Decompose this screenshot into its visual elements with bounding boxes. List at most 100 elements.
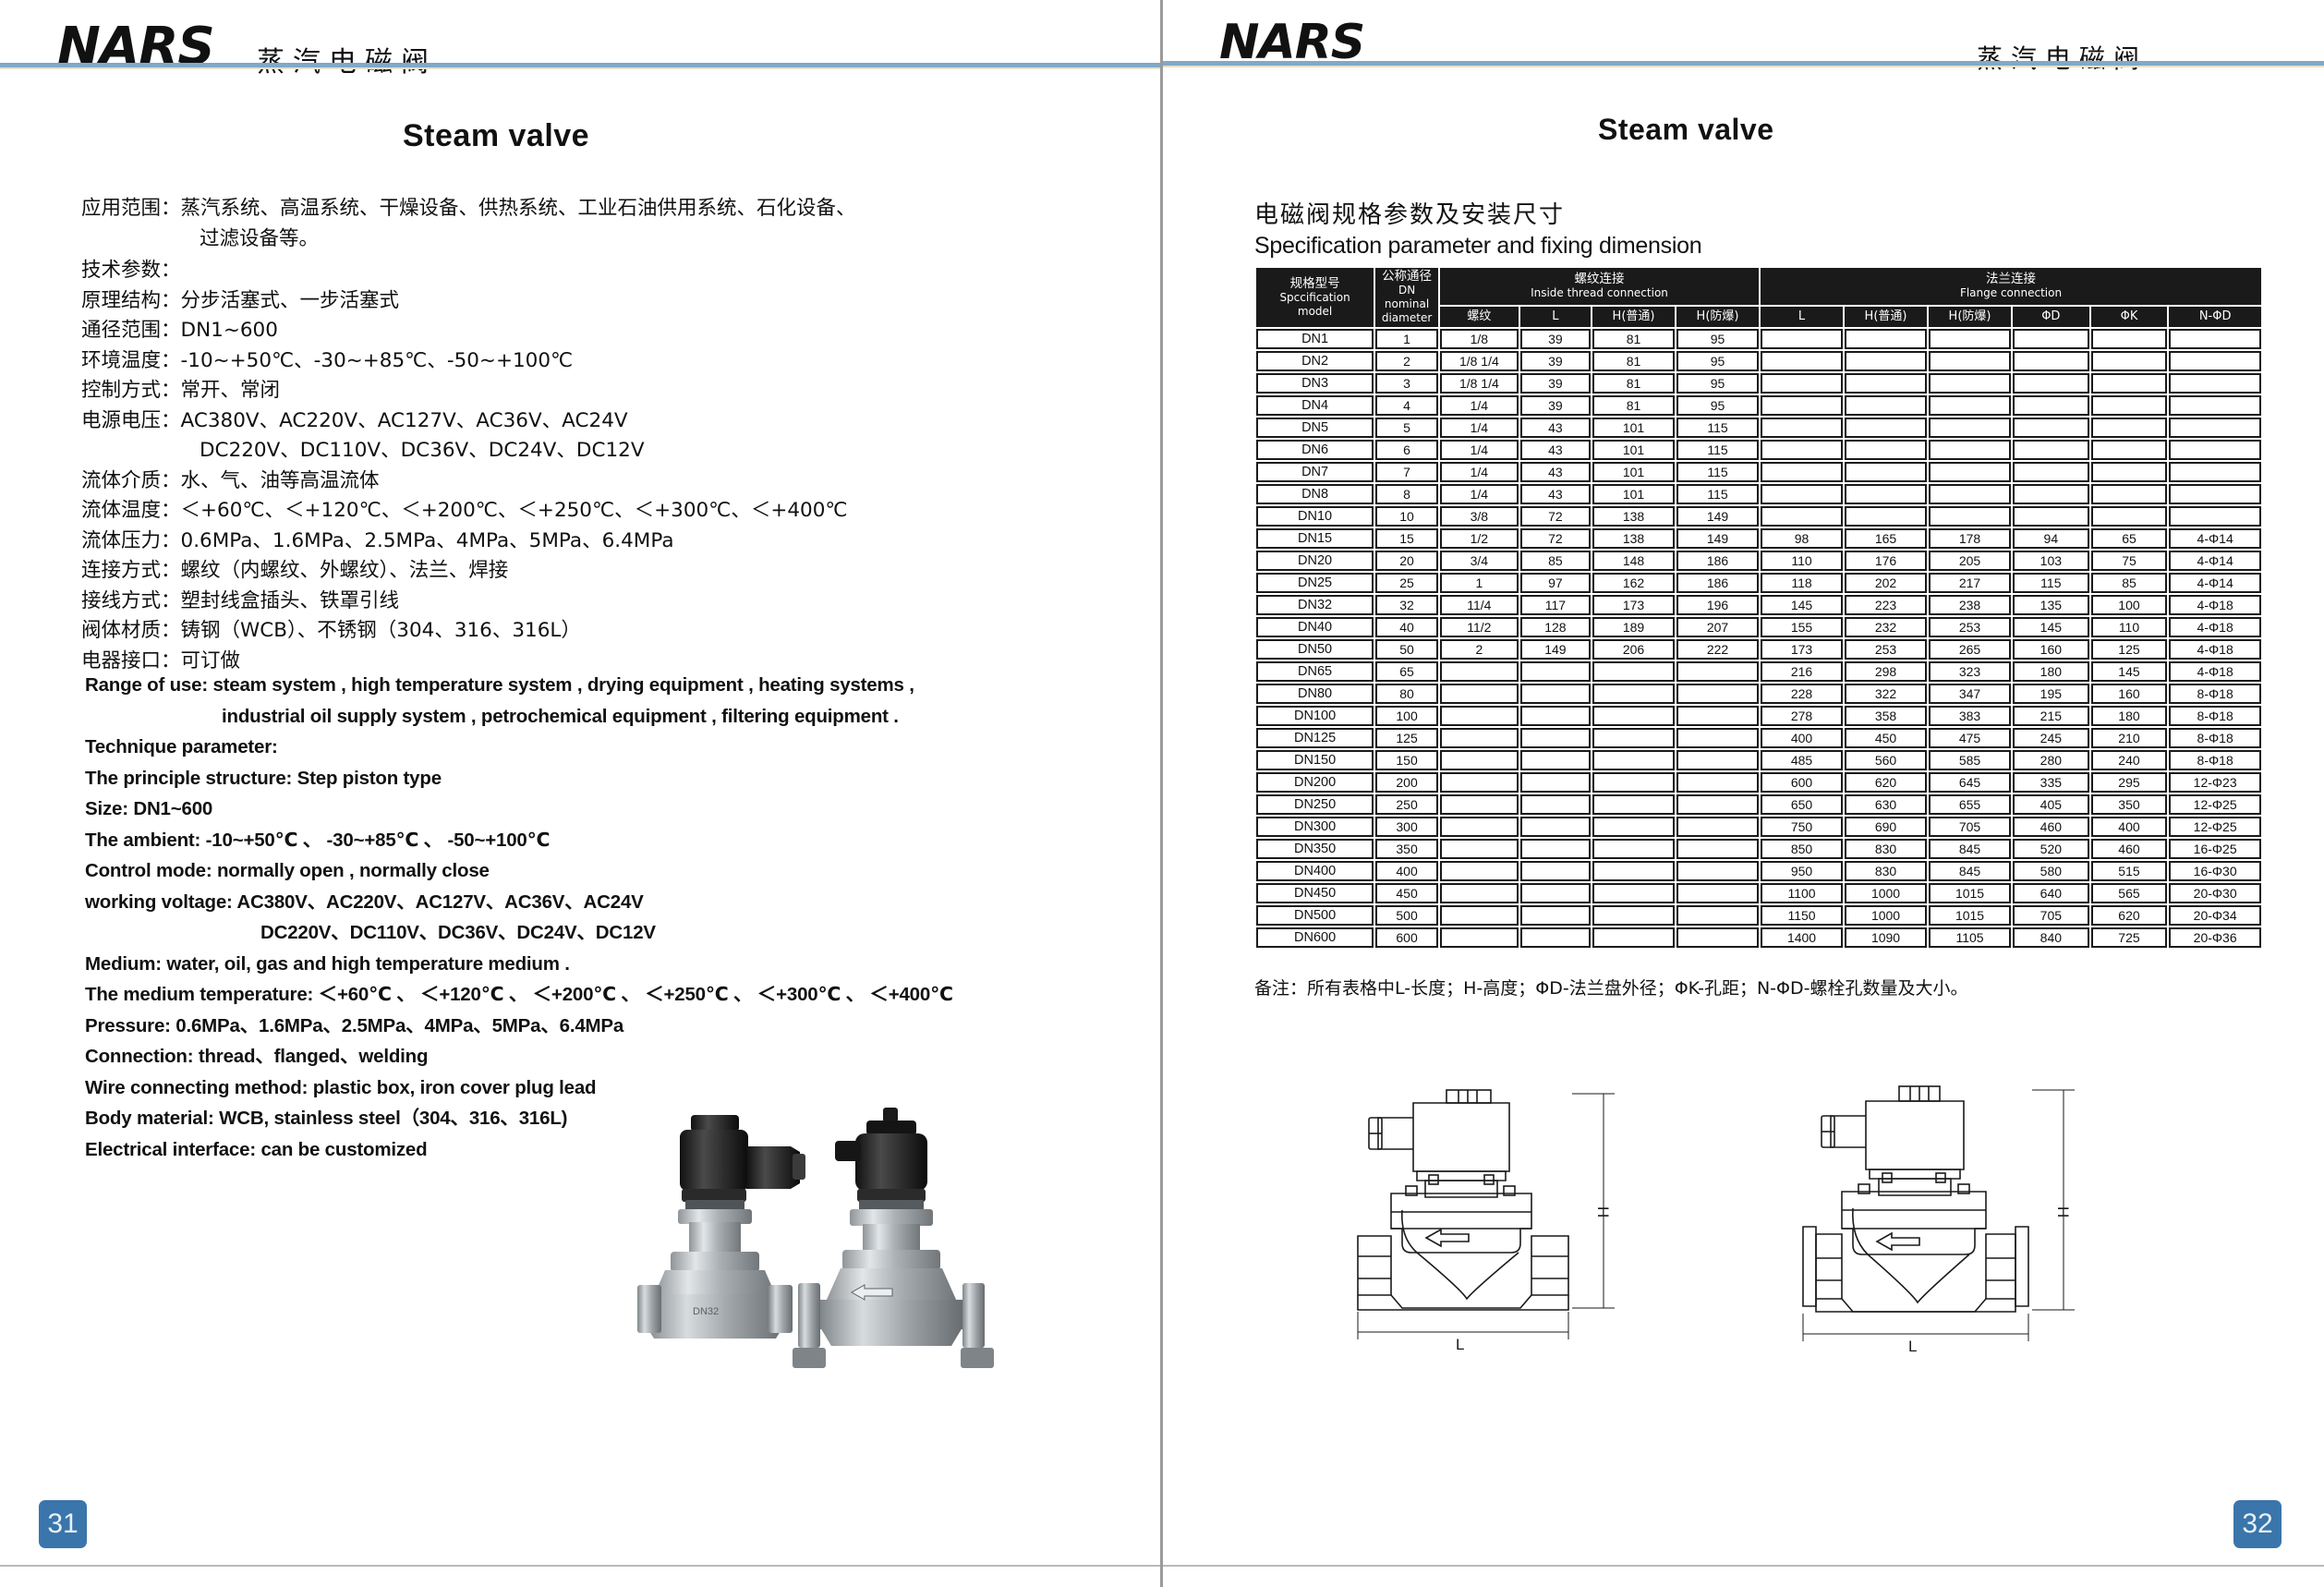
table-row: DN125 125 400 450 475 245 210 8-Φ18 [1256,728,2261,748]
cell-t_thread: 11/2 [1439,617,1519,637]
cell-f_Hp: 253 [1845,639,1928,660]
cell-model: DN65 [1256,661,1374,682]
table-row: DN15 15 1/2 72 138 149 98 165 178 94 65 4-Φ14 [1256,528,2261,549]
cell-t_Hp [1592,750,1676,770]
cell-t_Hp [1592,684,1676,704]
cn-line-label: 电源电压： [81,408,181,432]
cell-t_He: 115 [1676,418,1760,438]
cell-f_L: 750 [1761,817,1844,837]
cell-model: DN5 [1256,418,1374,438]
cell-t_Hp: 81 [1592,373,1676,394]
cell-t_thread: 3/4 [1439,551,1519,571]
table-row: DN25 25 1 97 162 186 118 202 217 115 85 4-Φ14 [1256,573,2261,593]
cell-f_L: 485 [1761,750,1844,770]
cell-t_He [1676,706,1760,726]
cell-f_N [2169,440,2261,460]
cell-t_L: 72 [1519,506,1592,527]
cell-f_K: 125 [2090,639,2168,660]
cell-t_He [1676,883,1760,903]
cell-f_N: 8-Φ18 [2169,706,2261,726]
cell-t_Hp: 81 [1592,351,1676,371]
cell-f_N [2169,395,2261,416]
cell-f_N: 4-Φ14 [2169,551,2261,571]
cell-dn: 5 [1375,418,1438,438]
cell-t_He [1676,684,1760,704]
cell-t_thread: 1/4 [1439,440,1519,460]
cell-dn: 200 [1375,772,1438,793]
cn-line-label: 通径范围： [81,319,181,342]
table-row: DN2 2 1/8 1/4 39 81 95 [1256,351,2261,371]
cell-t_thread: 1 [1439,573,1519,593]
cell-model: DN10 [1256,506,1374,527]
cell-f_L: 650 [1761,794,1844,815]
cell-f_L: 216 [1761,661,1844,682]
table-body: DN1 1 1/8 39 81 95 DN2 2 1/8 1/4 39 81 95 DN3 3 1/8 1/… [1256,329,2261,948]
cell-f_K: 460 [2090,839,2168,859]
cell-t_He [1676,750,1760,770]
cell-t_Hp: 173 [1592,595,1676,615]
cell-dn: 125 [1375,728,1438,748]
cell-model: DN20 [1256,551,1374,571]
cell-f_He: 217 [1929,573,2012,593]
cell-t_thread: 1/2 [1439,528,1519,549]
cell-t_L: 39 [1519,329,1592,349]
cell-f_He [1929,440,2012,460]
cell-f_L [1761,462,1844,482]
cn-line-text: 螺纹（内螺纹、外螺纹）、法兰、焊接 [180,559,509,582]
cell-t_thread: 2 [1439,639,1519,660]
cell-t_He [1676,861,1760,881]
cell-t_L [1519,905,1592,926]
cell-t_thread: 1/4 [1439,484,1519,504]
cell-f_K [2090,351,2168,371]
section-title-cn: 电磁阀规格参数及安装尺寸 [1254,201,1566,229]
table-row: DN200 200 600 620 645 335 295 12-Φ23 [1256,772,2261,793]
cell-f_K [2090,395,2168,416]
cell-dn: 300 [1375,817,1438,837]
cell-dn: 3 [1375,373,1438,394]
cell-t_Hp [1592,661,1676,682]
cell-f_Hp: 1000 [1845,905,1928,926]
cn-line-text: 常开、常闭 [180,379,281,402]
cell-f_He: 178 [1929,528,2012,549]
chinese-spec-block: 应用范围：蒸汽系统、高温系统、干燥设备、供热系统、工业石油供用系统、石化设备、过… [81,194,1023,676]
cell-f_L [1761,418,1844,438]
table-row: DN1 1 1/8 39 81 95 [1256,329,2261,349]
cell-f_N [2169,351,2261,371]
th-thread-cn: 螺纹连接 [1574,271,1625,286]
cell-dn: 100 [1375,706,1438,726]
cell-t_L [1519,684,1592,704]
cell-f_N: 4-Φ18 [2169,595,2261,615]
product-photos: DN32 [637,1104,1127,1418]
cell-model: DN8 [1256,484,1374,504]
threaded-valve-drawing: L H [1338,1062,1725,1404]
cell-t_Hp: 81 [1592,395,1676,416]
table-row: DN6 6 1/4 43 101 115 [1256,440,2261,460]
cell-t_He [1676,817,1760,837]
cell-f_N: 20-Φ30 [2169,883,2261,903]
cell-t_L [1519,706,1592,726]
cell-f_L: 1400 [1761,927,1844,948]
cell-f_D: 145 [2013,617,2089,637]
cell-dn: 25 [1375,573,1438,593]
table-header-row-1: 规格型号 Spccification model 公称通径 DN nominal… [1256,268,2261,327]
cn-line-text: 0.6MPa、1.6MPa、2.5MPa、4MPa、5MPa、6.4MPa [180,528,674,552]
cell-t_L: 128 [1519,617,1592,637]
table-row: DN250 250 650 630 655 405 350 12-Φ25 [1256,794,2261,815]
cell-t_thread [1439,927,1519,948]
cell-dn: 4 [1375,395,1438,416]
cell-f_N: 12-Φ25 [2169,794,2261,815]
cn-line-text: DN1~600 [180,319,278,342]
table-row: DN8 8 1/4 43 101 115 [1256,484,2261,504]
cell-f_He: 645 [1929,772,2012,793]
cell-t_thread [1439,839,1519,859]
cell-f_N: 4-Φ14 [2169,573,2261,593]
cell-f_D: 94 [2013,528,2089,549]
cell-f_D [2013,462,2089,482]
cell-f_N: 20-Φ34 [2169,905,2261,926]
cell-f_He: 347 [1929,684,2012,704]
cell-t_thread [1439,883,1519,903]
cell-f_K: 85 [2090,573,2168,593]
cell-t_Hp: 138 [1592,528,1676,549]
cn-spec-line: 通径范围：DN1~600 [81,316,1023,346]
cell-dn: 20 [1375,551,1438,571]
